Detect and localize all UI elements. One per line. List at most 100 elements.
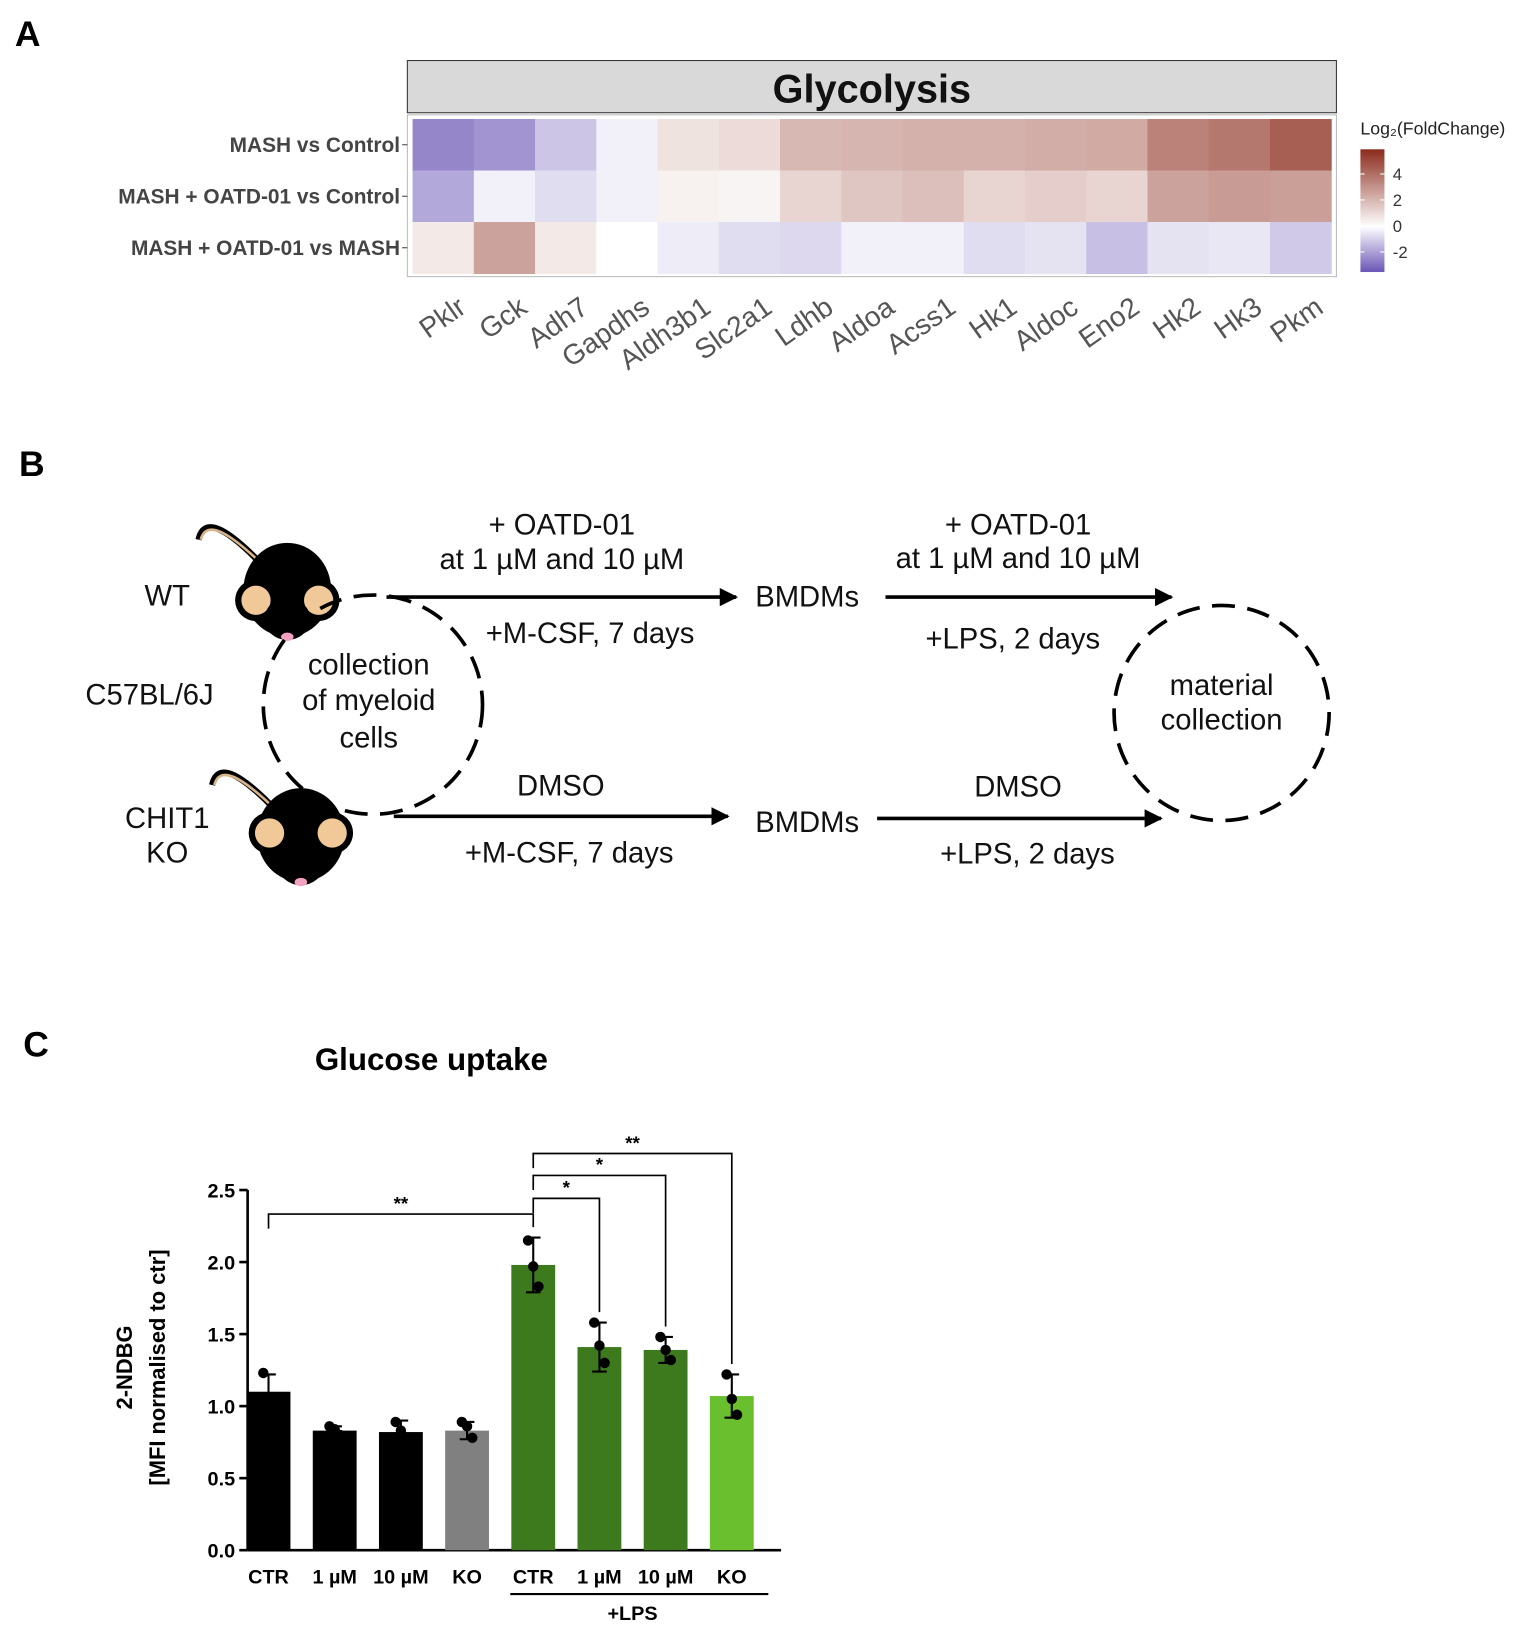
data-point (268, 1396, 279, 1408)
node-label: BMDMs (755, 807, 859, 839)
bar (511, 1264, 556, 1551)
heat-cell (412, 119, 475, 172)
bar (577, 1347, 622, 1551)
step-label: at 1 µM and 10 µM (439, 544, 684, 576)
bar (709, 1396, 754, 1551)
colorbar-slice (1360, 234, 1385, 238)
y-tick-label: 2.0 (208, 1252, 236, 1274)
colorbar-slice (1360, 153, 1385, 157)
column-label: Hk2 (1147, 290, 1206, 345)
heat-cell (1147, 170, 1210, 223)
colorbar-slice (1360, 240, 1385, 244)
colorbar-slice (1360, 202, 1385, 205)
column-label: Pkm (1264, 290, 1329, 349)
data-point (588, 1317, 600, 1328)
step-label: +M-CSF, 7 days (486, 618, 695, 650)
data-point (334, 1429, 346, 1441)
heat-cell (1024, 119, 1087, 172)
heat-cell (535, 119, 597, 172)
group-label: +LPS (607, 1603, 657, 1625)
colorbar-slice (1360, 157, 1385, 161)
row-label: MASH + OATD-01 vs MASH (131, 237, 400, 260)
colorbar-slice (1360, 257, 1385, 260)
mouse-icon (209, 769, 354, 887)
significance-label: ** (625, 1132, 640, 1153)
y-axis-label: 2-NDBG (112, 1326, 137, 1410)
data-point (721, 1369, 732, 1380)
heat-cell (535, 170, 597, 223)
colorbar-slice (1360, 149, 1385, 152)
column-label: Pklr (413, 290, 471, 344)
colorbar-slice (1360, 206, 1385, 209)
heat-cell (1269, 119, 1332, 172)
heat-cell (535, 222, 597, 275)
column-label: Aldoc (1007, 290, 1083, 357)
panel-label: B (19, 444, 45, 484)
colorbar-slice (1360, 159, 1385, 163)
dashed-circle (261, 593, 485, 817)
colorbar-slice (1360, 246, 1385, 250)
colorbar-slice (1360, 224, 1385, 228)
row-label: MASH vs Control (230, 134, 400, 157)
colorbar-slice (1360, 265, 1385, 268)
bar (312, 1430, 357, 1551)
data-point (726, 1393, 738, 1405)
x-tick-label: 1 µM (312, 1567, 356, 1589)
column-label: Acss1 (880, 290, 961, 360)
step-label: DMSO (974, 771, 1062, 803)
heat-cell (780, 222, 842, 275)
x-tick-label: 10 µM (638, 1567, 694, 1589)
node-label: collection (308, 649, 430, 681)
colorbar-slice (1360, 189, 1385, 193)
data-point (522, 1235, 534, 1246)
significance-bracket (267, 1213, 535, 1229)
heat-cell (902, 222, 965, 275)
significance-bracket (532, 1174, 667, 1327)
colorbar-slice (1360, 192, 1385, 195)
heat-cell (718, 119, 781, 172)
heat-cell (1147, 119, 1210, 172)
data-point (528, 1261, 539, 1272)
node-label: of myeloid (302, 685, 435, 717)
heat-cell (596, 170, 659, 223)
heat-cell (902, 119, 965, 172)
colorbar-slice (1360, 269, 1385, 273)
data-point (665, 1354, 677, 1366)
row-label: MASH + OATD-01 vs Control (118, 186, 400, 209)
heat-cell (780, 170, 842, 223)
colorbar-slice (1360, 151, 1385, 154)
colorbar-slice (1360, 220, 1385, 224)
heat-cell (412, 222, 475, 275)
colorbar-slice (1360, 198, 1385, 201)
heat-cell (841, 119, 904, 172)
data-point (258, 1367, 269, 1379)
heat-cell (473, 222, 536, 275)
colorbar-slice (1360, 173, 1385, 177)
node-label: BMDMs (755, 582, 859, 614)
node-label: collection (1161, 705, 1283, 737)
y-axis-label: [MFI normalised to ctr] (145, 1249, 170, 1485)
strain-label: KO (146, 837, 188, 869)
colorbar-slice (1360, 242, 1385, 246)
colorbar-slice (1360, 222, 1385, 226)
node-label: cells (340, 722, 398, 754)
heat-cell (1086, 222, 1148, 275)
heat-cell (473, 119, 536, 172)
title-strip (406, 60, 1337, 114)
y-tick-label: 1.5 (208, 1324, 236, 1346)
workflow-diagram: WT C57BL/6J CHIT1 KO collection of myelo… (85, 509, 1331, 887)
heat-cell (1024, 170, 1087, 223)
column-label: Ldhb (769, 290, 839, 352)
heat-cell (963, 119, 1026, 172)
heat-cell (657, 170, 720, 223)
data-point (599, 1357, 610, 1369)
x-tick-label: 1 µM (577, 1567, 621, 1589)
chart-title: Glucose uptake (315, 1042, 548, 1077)
colorbar-title: Log₂(FoldChange) (1360, 119, 1505, 139)
colorbar-label: 4 (1393, 165, 1402, 184)
colorbar-slice (1360, 169, 1385, 173)
colorbar-slice (1360, 214, 1385, 218)
heat-cell (841, 222, 904, 275)
heat-cell (1269, 170, 1332, 223)
